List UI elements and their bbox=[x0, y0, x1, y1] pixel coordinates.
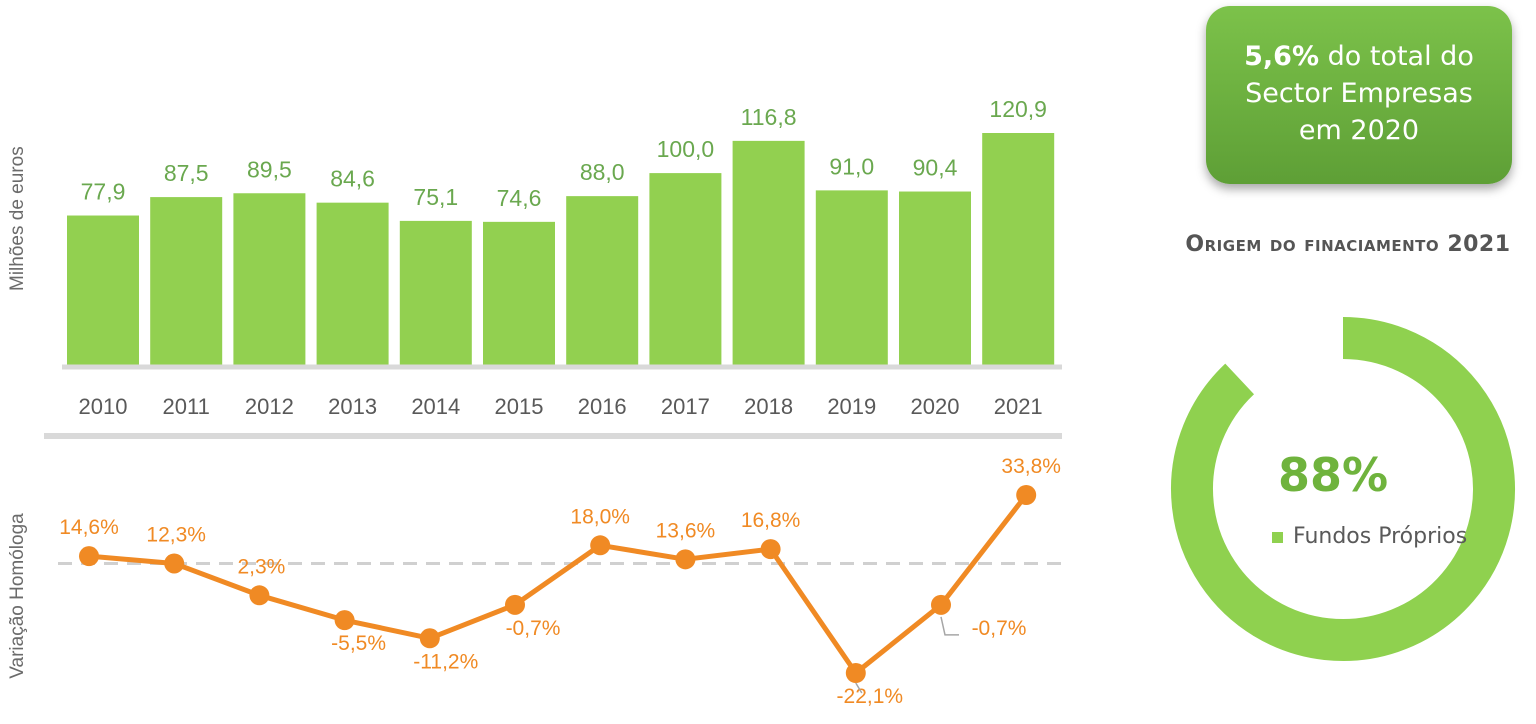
bar-2017 bbox=[649, 173, 722, 365]
bar-2012 bbox=[233, 193, 306, 365]
callout-line-1-text: do total do bbox=[1319, 41, 1474, 72]
line-value-label: -11,2% bbox=[413, 650, 478, 673]
line-point-2014 bbox=[419, 628, 440, 649]
line-value-label: 12,3% bbox=[146, 523, 206, 546]
line-point-2010 bbox=[79, 546, 99, 567]
bar-value-label: 88,0 bbox=[580, 159, 625, 185]
x-tick-label: 2019 bbox=[827, 394, 876, 419]
share-callout: 5,6% do total do Sector Empresas em 2020 bbox=[1206, 6, 1512, 184]
line-value-label: -5,5% bbox=[331, 632, 386, 655]
line-value-label: 16,8% bbox=[741, 509, 801, 532]
line-value-label: 18,0% bbox=[570, 505, 630, 528]
pie-chart-title: Origem do finaciamento 2021 bbox=[1185, 232, 1511, 257]
x-tick-label: 2013 bbox=[328, 394, 377, 419]
callout-line-2: Sector Empresas bbox=[1245, 78, 1473, 109]
bar-value-label: 75,1 bbox=[413, 184, 458, 210]
bar-2015 bbox=[483, 221, 555, 365]
pie-center-value: 88% bbox=[1277, 448, 1389, 502]
x-tick-label: 2020 bbox=[911, 394, 960, 419]
donut-slice-fundos-proprios bbox=[1171, 317, 1515, 661]
line-point-2021 bbox=[1016, 485, 1037, 505]
line-point-2015 bbox=[505, 594, 525, 615]
bar-value-label: 120,9 bbox=[989, 96, 1047, 122]
line-point-2018 bbox=[760, 539, 781, 560]
x-tick-label: 2015 bbox=[495, 394, 544, 419]
x-tick-label: 2012 bbox=[245, 394, 294, 419]
bar-value-label: 84,6 bbox=[330, 166, 375, 192]
pie-legend-item: Fundos Próprios bbox=[1272, 524, 1467, 549]
line-point-2017 bbox=[675, 549, 696, 570]
x-tick-label: 2021 bbox=[994, 394, 1043, 419]
x-tick-label: 2014 bbox=[411, 394, 460, 419]
bar-value-label: 91,0 bbox=[829, 153, 874, 179]
x-tick-label: 2016 bbox=[578, 394, 627, 419]
line-value-label: 13,6% bbox=[656, 519, 716, 542]
bar-value-label: 89,5 bbox=[247, 156, 292, 182]
line-value-label: -22,1% bbox=[837, 685, 904, 708]
bar-2014 bbox=[399, 220, 472, 365]
bar-2010 bbox=[67, 215, 139, 365]
series-line bbox=[88, 493, 1029, 676]
bar-2011 bbox=[150, 197, 223, 365]
bar-2020 bbox=[899, 191, 971, 365]
bar-value-label: 100,0 bbox=[657, 136, 715, 162]
bar-2018 bbox=[732, 140, 805, 365]
bar-2019 bbox=[815, 190, 888, 365]
line-value-label: 33,8% bbox=[1001, 455, 1061, 478]
bar-value-label: 77,9 bbox=[81, 179, 126, 205]
bar-value-label: 87,5 bbox=[164, 160, 209, 186]
pie-legend-label: Fundos Próprios bbox=[1293, 524, 1468, 549]
line-point-2019 bbox=[845, 663, 866, 683]
line-value-label: -0,7% bbox=[506, 617, 561, 640]
legend-swatch bbox=[1272, 531, 1283, 543]
line-chart-y-axis-title: Variação Homóloga bbox=[7, 513, 28, 679]
x-tick-label: 2010 bbox=[79, 394, 128, 419]
bar-value-label: 74,6 bbox=[497, 185, 542, 211]
x-tick-label: 2018 bbox=[744, 394, 793, 419]
bar-chart-y-axis-title: Milhões de euros bbox=[7, 146, 28, 291]
bar-2016 bbox=[566, 196, 639, 365]
bar-2013 bbox=[316, 202, 389, 365]
bar-value-label: 90,4 bbox=[913, 155, 958, 181]
line-point-2016 bbox=[590, 535, 611, 556]
line-point-2013 bbox=[334, 610, 355, 631]
bar-2021 bbox=[982, 133, 1055, 365]
callout-highlight: 5,6% bbox=[1244, 41, 1320, 72]
line-point-2012 bbox=[249, 585, 270, 606]
line-value-label: 14,6% bbox=[59, 516, 119, 539]
label-leader-line bbox=[940, 616, 959, 636]
callout-line-3: em 2020 bbox=[1298, 115, 1420, 146]
line-point-2020 bbox=[931, 594, 951, 615]
x-tick-label: 2017 bbox=[661, 394, 710, 419]
x-tick-label: 2011 bbox=[163, 394, 210, 419]
line-point-2011 bbox=[164, 553, 185, 574]
callout-line-1: 5,6% do total do bbox=[1206, 38, 1512, 75]
bar-value-label: 116,8 bbox=[741, 104, 797, 130]
line-value-label: 2,3% bbox=[237, 555, 285, 578]
label-leader-line bbox=[855, 682, 863, 694]
line-value-label: -0,7% bbox=[972, 617, 1027, 640]
